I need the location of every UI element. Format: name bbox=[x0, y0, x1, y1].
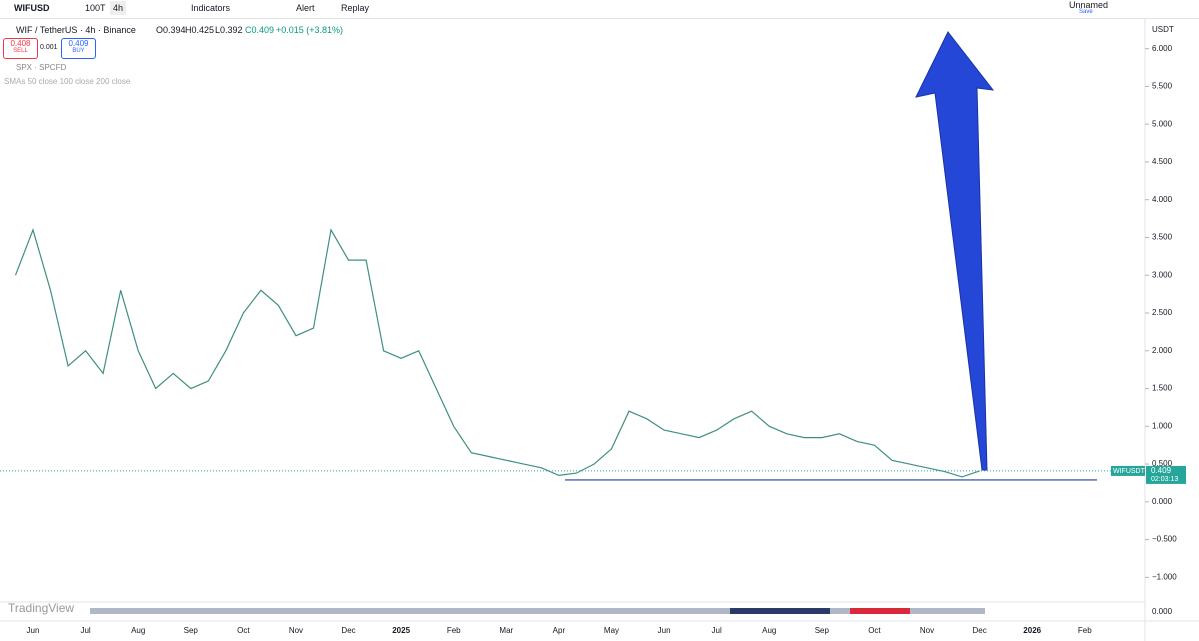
x-tick-label: May bbox=[604, 626, 619, 635]
y-tick-label: −0.500 bbox=[1152, 535, 1177, 544]
x-tick-label: Jul bbox=[712, 626, 722, 635]
y-tick-label: 5.000 bbox=[1152, 119, 1173, 128]
symbol-tag bbox=[1111, 465, 1145, 476]
currency: USDT bbox=[1152, 25, 1174, 34]
spread: 0.001 bbox=[40, 44, 58, 51]
indicators[interactable]: Indicators bbox=[191, 3, 231, 13]
sell-button[interactable]: 0.408 SELL bbox=[3, 38, 38, 59]
x-tick-label: Nov bbox=[920, 626, 934, 635]
price-line bbox=[14, 228, 980, 478]
y-tick-label: 3.000 bbox=[1152, 270, 1173, 279]
x-tick-label: Oct bbox=[237, 626, 250, 635]
x-tick-label: Dec bbox=[973, 626, 987, 635]
x-tick-label: Sep bbox=[815, 626, 830, 635]
x-tick-label: Aug bbox=[762, 626, 776, 635]
x-tick-label: Feb bbox=[447, 626, 461, 635]
replay[interactable]: Replay bbox=[341, 3, 370, 13]
x-tick-label: Oct bbox=[868, 626, 881, 635]
indicator-strip bbox=[90, 608, 985, 614]
x-tick-label: Nov bbox=[289, 626, 303, 635]
spx-label: SPX · SPCFD bbox=[16, 63, 67, 72]
y-tick-label: 1.500 bbox=[1152, 384, 1173, 393]
symbol[interactable]: WIFUSD bbox=[14, 3, 50, 13]
x-tick-label: Dec bbox=[341, 626, 355, 635]
legend-title: WIF / TetherUS · 4h · Binance bbox=[16, 25, 136, 35]
arrow bbox=[915, 31, 995, 471]
y-tick-label: 4.000 bbox=[1152, 195, 1173, 204]
y-tick-label: 2.500 bbox=[1152, 308, 1173, 317]
symbol-tag-label: WIFUSDT bbox=[1113, 468, 1146, 475]
ohlc-close: C0.409 bbox=[245, 25, 275, 35]
toolbar: WIFUSD 100T 4h Indicators Alert Replay U… bbox=[0, 0, 1199, 19]
x-tick-label: Feb bbox=[1078, 626, 1092, 635]
ohlc-high: H0.425 bbox=[185, 25, 215, 35]
change: +0.015 (+3.81%) bbox=[276, 25, 344, 35]
price-tag-label: 0.409 bbox=[1151, 466, 1172, 475]
y-tick-label: 2.000 bbox=[1152, 346, 1173, 355]
buy-price: 0.409 bbox=[68, 39, 89, 48]
y-tick-label: 5.500 bbox=[1152, 82, 1173, 91]
price-tag bbox=[1146, 465, 1186, 484]
save[interactable]: Save bbox=[1079, 9, 1093, 15]
logo: TradingView bbox=[8, 601, 74, 615]
y-tick-label: −1.000 bbox=[1152, 572, 1177, 581]
x-tick-label: Jul bbox=[80, 626, 90, 635]
indicator-strip-dark bbox=[730, 608, 830, 614]
y-tick-label: 4.500 bbox=[1152, 157, 1173, 166]
alert[interactable]: Alert bbox=[296, 3, 315, 13]
x-tick-label: Apr bbox=[553, 626, 566, 635]
y-tick-label: 0.500 bbox=[1152, 459, 1173, 468]
indicator-strip-red bbox=[850, 608, 910, 614]
layout-name[interactable]: Unnamed bbox=[1069, 0, 1109, 10]
ohlc-open: O0.394 bbox=[156, 25, 186, 35]
x-tick-label: Mar bbox=[499, 626, 513, 635]
ohlc-low: L0.392 bbox=[215, 25, 243, 35]
sell-label: SELL bbox=[13, 48, 28, 54]
x-tick-label: 2026 bbox=[1023, 626, 1041, 635]
sma-label: SMAs 50 close 100 close 200 close bbox=[4, 77, 131, 86]
x-tick-label: 2025 bbox=[392, 626, 410, 635]
y-tick-label: 0.000 bbox=[1152, 497, 1173, 506]
y-tick-label: 1.000 bbox=[1152, 421, 1173, 430]
y-tick-label: 6.000 bbox=[1152, 44, 1173, 53]
interval-count[interactable]: 100T bbox=[85, 3, 106, 13]
buy-label: BUY bbox=[72, 48, 85, 54]
lower-axis-label: 0.000 bbox=[1152, 607, 1173, 616]
sell-price: 0.408 bbox=[10, 39, 31, 48]
x-tick-label: Aug bbox=[131, 626, 145, 635]
x-tick-label: Sep bbox=[184, 626, 199, 635]
x-tick-label: Jun bbox=[27, 626, 40, 635]
buy-button[interactable]: 0.409 BUY bbox=[61, 38, 96, 59]
y-tick-label: 3.500 bbox=[1152, 233, 1173, 242]
interval[interactable]: 4h bbox=[110, 1, 127, 15]
x-tick-label: Jun bbox=[658, 626, 671, 635]
countdown: 02:03:13 bbox=[1151, 476, 1178, 483]
